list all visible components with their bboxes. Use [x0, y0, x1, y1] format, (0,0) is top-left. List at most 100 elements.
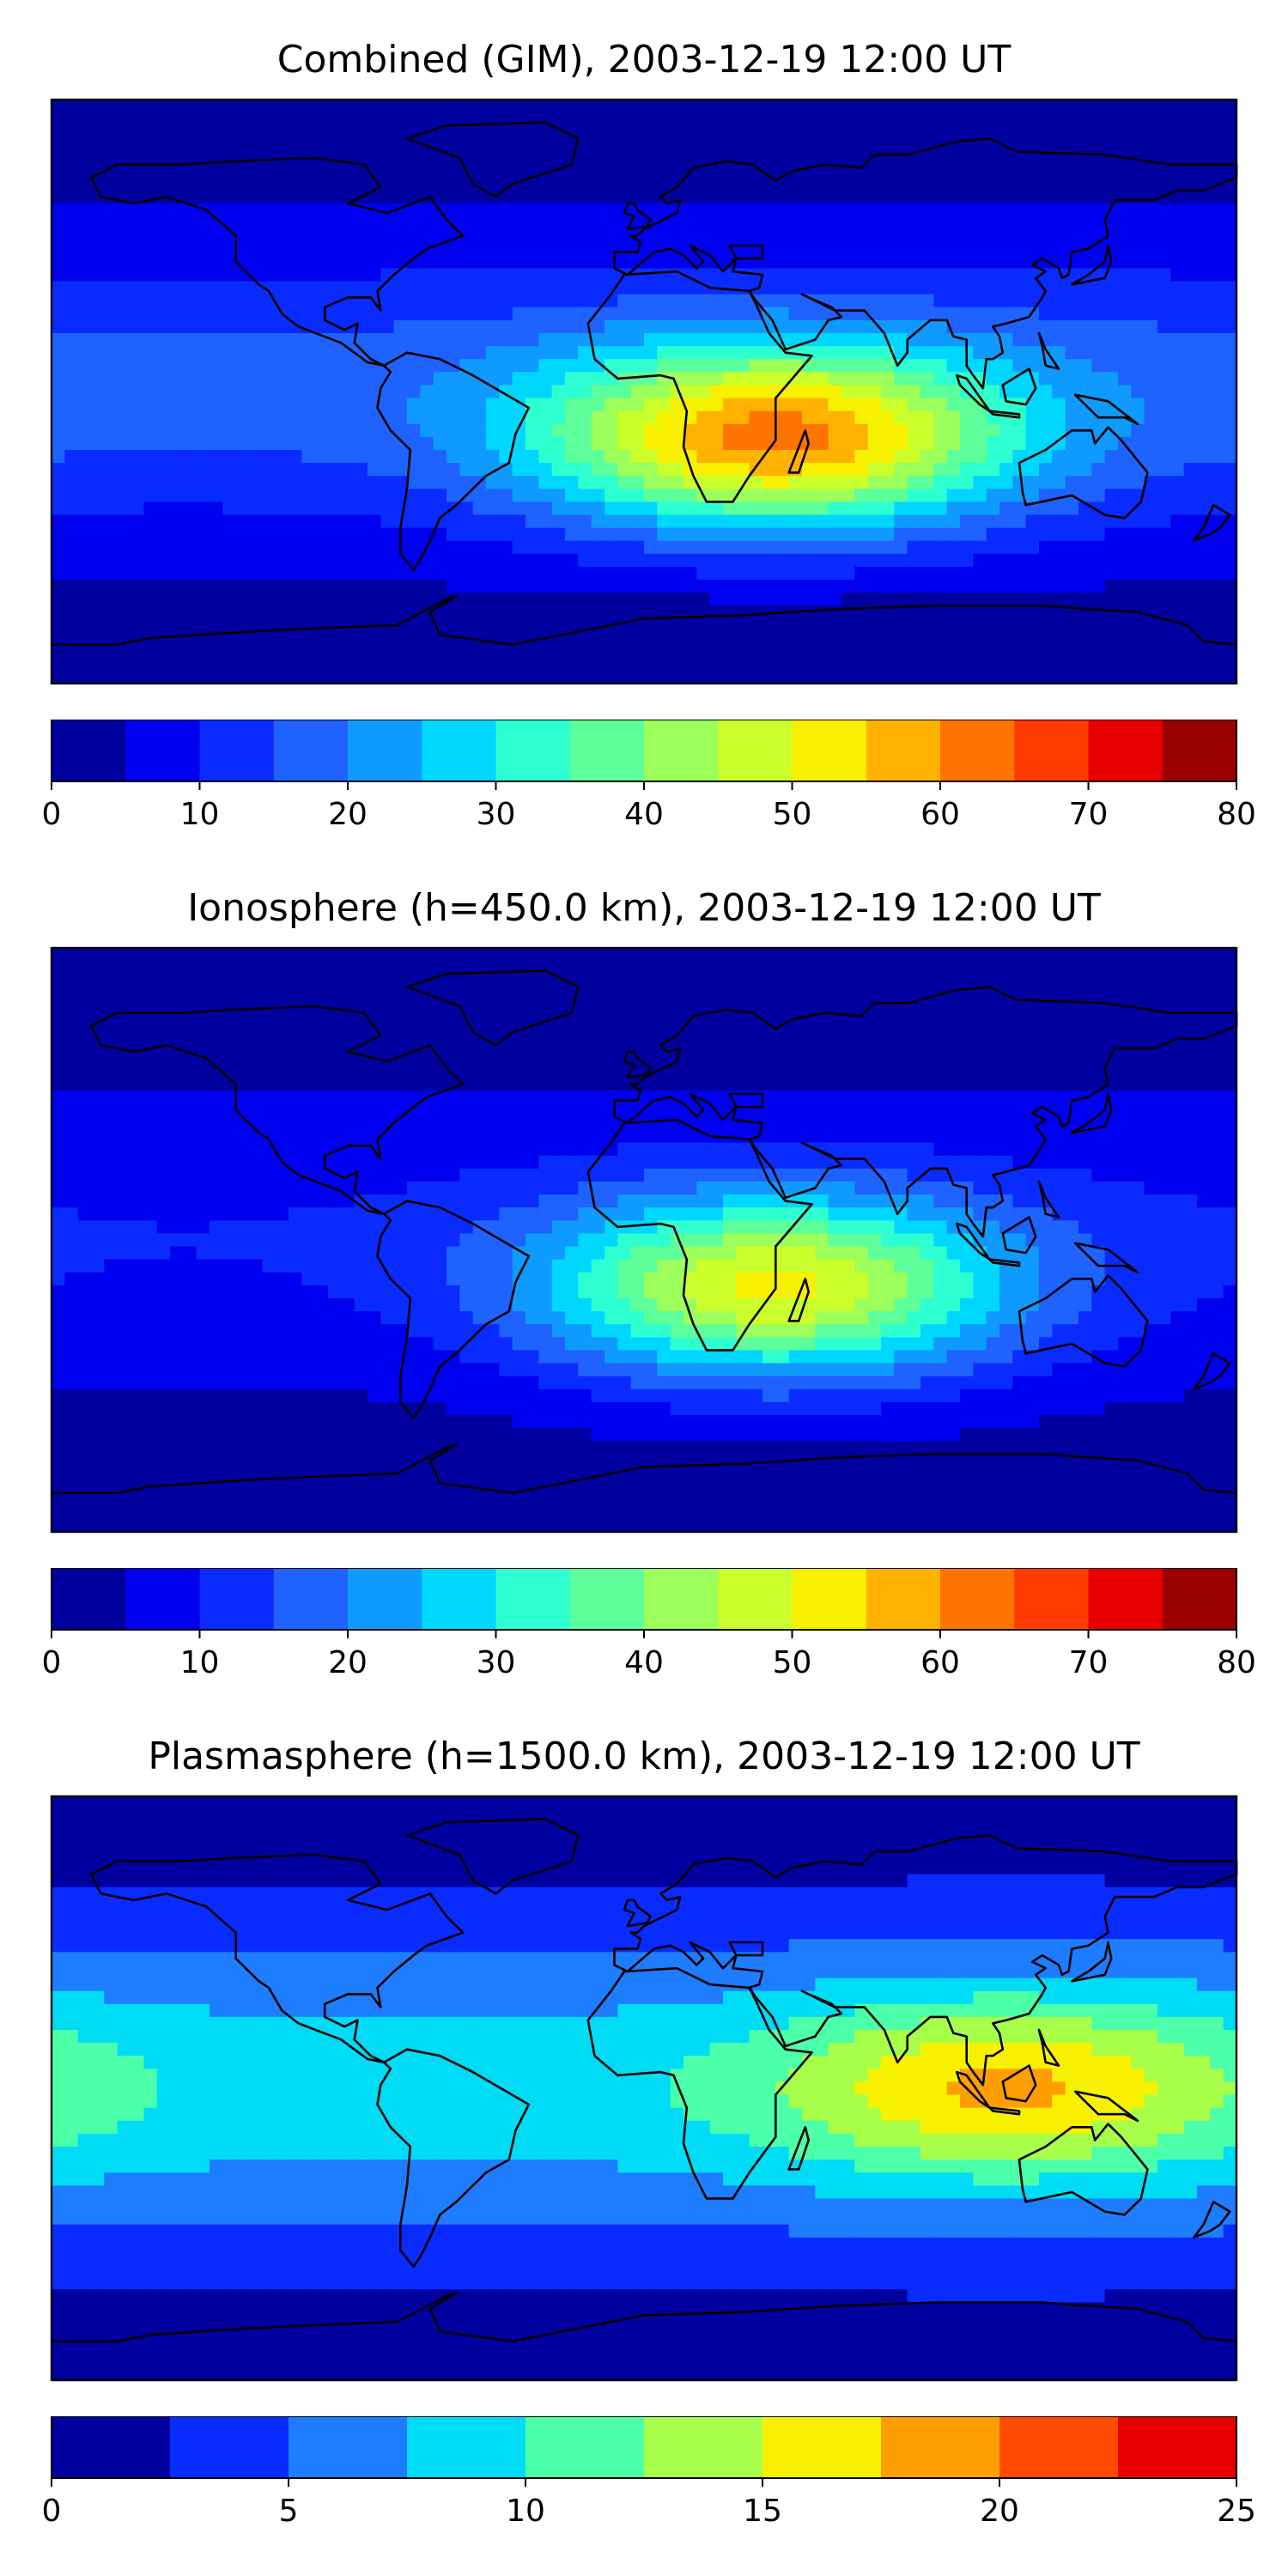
- contour-cell: [1157, 1012, 1171, 1027]
- contour-cell: [775, 567, 790, 580]
- contour-cell: [709, 1025, 724, 1040]
- contour-cell: [289, 1065, 302, 1078]
- contour-cell: [472, 1025, 487, 1040]
- contour-cell: [104, 631, 118, 646]
- contour-cell: [472, 567, 487, 580]
- contour-cell: [551, 987, 566, 1001]
- contour-cell: [131, 605, 144, 620]
- contour-cell: [52, 294, 65, 308]
- contour-cell: [249, 540, 263, 555]
- contour-cell: [578, 450, 592, 464]
- colorbar-tick-label: 60: [920, 797, 960, 832]
- contour-cell: [1065, 501, 1079, 516]
- contour-cell: [723, 644, 737, 659]
- contour-cell: [605, 1065, 618, 1078]
- contour-cell: [933, 333, 948, 347]
- contour-cell: [854, 592, 869, 606]
- contour-cell: [210, 501, 223, 516]
- contour-cell: [1025, 527, 1040, 542]
- contour-cell: [630, 346, 645, 360]
- contour-cell: [973, 670, 987, 684]
- contour-cell: [775, 1025, 790, 1040]
- contour-cell: [170, 242, 184, 256]
- contour-cell: [709, 294, 724, 308]
- contour-cell: [630, 319, 645, 334]
- contour-cell: [1025, 463, 1040, 477]
- contour-cell: [420, 514, 434, 529]
- contour-cell: [420, 333, 434, 347]
- contour-cell: [420, 359, 434, 373]
- contour-cell: [131, 489, 144, 503]
- contour-cell: [420, 631, 434, 646]
- contour-cell: [368, 125, 381, 139]
- contour-cell: [683, 644, 697, 659]
- contour-cell: [736, 125, 750, 139]
- contour-cell: [210, 644, 223, 659]
- contour-cell: [1144, 1025, 1158, 1040]
- contour-cell: [275, 592, 289, 606]
- contour-cell: [723, 489, 737, 503]
- contour-cell: [973, 138, 987, 153]
- contour-cell: [64, 100, 79, 113]
- contour-cell: [946, 657, 961, 671]
- contour-cell: [775, 177, 790, 191]
- contour-cell: [1025, 553, 1040, 568]
- contour-cell: [380, 592, 395, 606]
- contour-cell: [1157, 974, 1171, 987]
- contour-cell: [210, 553, 223, 568]
- contour-cell: [407, 999, 421, 1014]
- contour-cell: [393, 177, 408, 191]
- contour-cell: [407, 385, 421, 399]
- contour-cell: [670, 540, 684, 555]
- contour-cell: [1078, 489, 1092, 503]
- contour-cell: [1157, 501, 1171, 516]
- contour-cell: [368, 489, 381, 503]
- map-combined: [50, 98, 1238, 685]
- contour-cell: [578, 255, 592, 270]
- contour-cell: [354, 410, 368, 425]
- contour-cell: [499, 125, 513, 139]
- contour-cell: [762, 974, 776, 987]
- contour-cell: [1025, 229, 1040, 243]
- contour-cell: [499, 359, 513, 373]
- contour-cell: [617, 255, 632, 270]
- contour-cell: [104, 580, 118, 593]
- contour-cell: [1183, 961, 1198, 975]
- contour-cell: [156, 436, 171, 451]
- contour-cell: [644, 618, 658, 633]
- contour-cell: [91, 190, 105, 204]
- contour-cell: [368, 463, 381, 477]
- contour-cell: [301, 567, 316, 580]
- contour-cell: [1197, 489, 1211, 503]
- contour-cell: [499, 216, 513, 230]
- contour-cell: [1118, 268, 1132, 283]
- contour-cell: [1170, 255, 1185, 270]
- contour-cell: [275, 385, 289, 399]
- contour-cell: [77, 1065, 92, 1078]
- colorbar-segment: [125, 720, 200, 781]
- contour-cell: [143, 346, 158, 360]
- contour-cell: [1104, 177, 1119, 191]
- contour-cell: [170, 385, 184, 399]
- contour-cell: [1118, 463, 1132, 477]
- contour-cell: [222, 138, 237, 153]
- contour-cell: [854, 580, 869, 593]
- contour-cell: [1118, 450, 1132, 464]
- contour-cell: [249, 514, 263, 529]
- contour-cell: [170, 307, 184, 321]
- contour-cell: [867, 987, 882, 1001]
- contour-cell: [420, 961, 434, 975]
- contour-cell: [314, 268, 329, 283]
- contour-cell: [565, 1065, 579, 1078]
- contour-cell: [1210, 450, 1224, 464]
- contour-cell: [736, 372, 750, 386]
- contour-cell: [143, 476, 158, 489]
- contour-cell: [815, 385, 829, 399]
- coastline-madagascar: [787, 428, 811, 474]
- contour-cell: [407, 580, 421, 593]
- contour-cell: [499, 987, 513, 1001]
- contour-cell: [696, 1025, 711, 1040]
- contour-cell: [657, 592, 671, 606]
- contour-cell: [393, 1038, 408, 1053]
- contour-cell: [788, 567, 803, 580]
